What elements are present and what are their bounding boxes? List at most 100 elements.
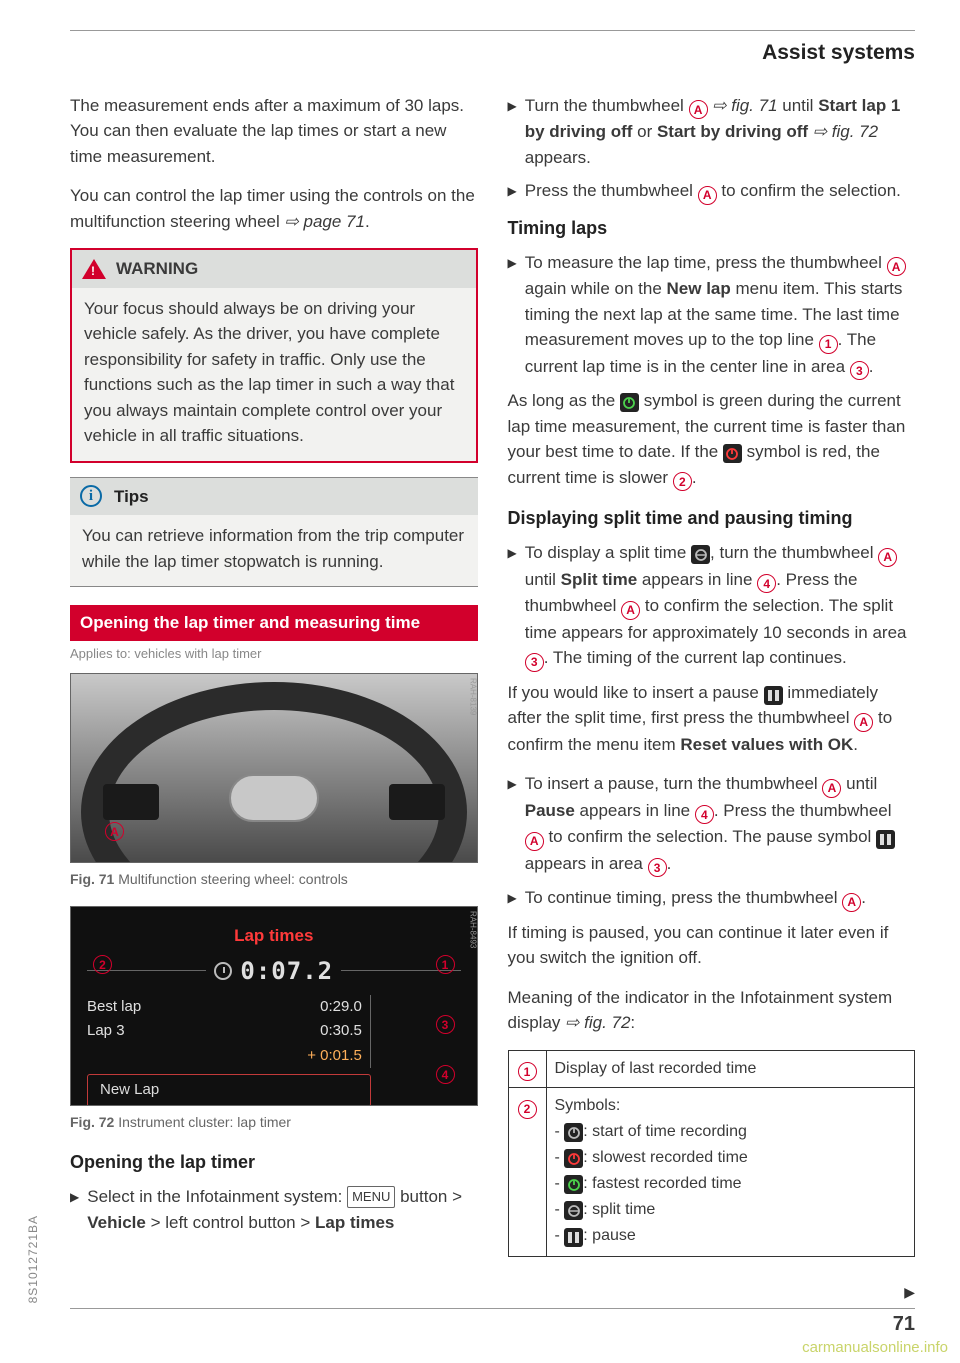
wheel-right-buttons	[389, 784, 445, 820]
badge-2: 2	[673, 472, 692, 491]
badge-a: A	[698, 186, 717, 205]
text: : pause	[583, 1227, 635, 1244]
step-bullet-icon: ▶	[508, 889, 517, 912]
warning-box: WARNING Your focus should always be on d…	[70, 248, 478, 463]
step-text: To continue timing, press the thumbwheel…	[525, 885, 915, 912]
applies-to-note: Applies to: vehicles with lap timer	[70, 644, 478, 664]
tips-header: i Tips	[70, 478, 478, 516]
badge-a: A	[525, 832, 544, 851]
footer-rule	[70, 1308, 915, 1309]
pause-paragraph: If you would like to insert a pause imme…	[508, 680, 916, 758]
steering-wheel-rim	[81, 682, 467, 863]
subheading-split-time: Displaying split time and pausing timing	[508, 505, 916, 532]
image-code: RAH-8139	[467, 678, 478, 715]
row-badge: 2	[508, 1088, 546, 1257]
symbol-line: - : slowest recorded time	[555, 1146, 907, 1170]
text: To insert a pause, turn the thumbwheel	[525, 774, 823, 793]
image-code: RAH-8493	[467, 911, 478, 948]
current-lap-row: 2 0:07.2 1	[87, 953, 461, 989]
text: appears in line	[637, 570, 757, 589]
text: button >	[395, 1187, 462, 1206]
step-bullet-icon: ▶	[508, 775, 517, 877]
subheading-timing-laps: Timing laps	[508, 215, 916, 242]
table-row: 1 Display of last recorded time	[508, 1050, 915, 1088]
figure-71-caption: Fig. 71 Multifunction steering wheel: co…	[70, 869, 478, 890]
fig-label: Fig. 72	[70, 1114, 114, 1130]
text: To measure the lap time, press the thumb…	[525, 253, 887, 272]
stopwatch-icon	[214, 962, 232, 980]
text: . The timing of the current lap continue…	[544, 648, 847, 667]
text: or	[632, 122, 657, 141]
text: As long as the	[508, 391, 620, 410]
fig-ref: ⇨ fig. 72	[808, 122, 878, 141]
label: Lap 3	[87, 1020, 125, 1043]
menu-button: MENU	[347, 1186, 395, 1208]
badge-1: 1	[819, 335, 838, 354]
figure-72-caption: Fig. 72 Instrument cluster: lap timer	[70, 1112, 478, 1133]
steering-wheel-hub	[229, 774, 319, 822]
lap3-row: Lap 3 0:30.5	[87, 1019, 362, 1044]
current-time: 0:07.2	[240, 953, 333, 989]
badge-a: A	[854, 713, 873, 732]
meaning-intro: Meaning of the indicator in the Infotain…	[508, 985, 916, 1036]
aslong-paragraph: As long as the symbol is green during th…	[508, 388, 916, 491]
text: .	[861, 888, 866, 907]
text: : start of time recording	[583, 1123, 747, 1140]
fig-text: Multifunction steering wheel: controls	[118, 871, 348, 887]
warning-triangle-icon	[82, 259, 106, 279]
bold-text: Reset values with OK	[680, 735, 853, 754]
text: : slowest recorded time	[583, 1149, 748, 1166]
bold-text: New lap	[667, 279, 731, 298]
page-number: 71	[893, 1309, 915, 1339]
text: To display a split time	[525, 543, 691, 562]
section-heading: Opening the lap timer and measuring time	[70, 605, 478, 641]
text: again while on the	[525, 279, 667, 298]
badge-a: A	[887, 257, 906, 276]
step-bullet-icon: ▶	[70, 1188, 79, 1235]
text: : split time	[583, 1201, 655, 1218]
bold-text: Vehicle	[87, 1213, 146, 1232]
figure-71-image: A RAH-8139	[70, 673, 478, 863]
watermark: carmanualsonline.info	[802, 1337, 948, 1360]
label: Best lap	[87, 996, 141, 1019]
symbol-line: - : start of time recording	[555, 1120, 907, 1144]
tips-box: i Tips You can retrieve information from…	[70, 477, 478, 588]
cluster-screen: Lap times 2 0:07.2 1 Best lap 0:29.0 Lap	[87, 923, 461, 1089]
lap-times-title: Lap times	[87, 923, 461, 949]
symbols-header: Symbols:	[555, 1094, 907, 1118]
new-lap-button: New Lap	[87, 1074, 371, 1106]
bold-text: Lap times	[315, 1213, 394, 1232]
text: If you would like to insert a pause	[508, 683, 764, 702]
fig-text: Instrument cluster: lap timer	[118, 1114, 291, 1130]
text: .	[853, 735, 858, 754]
text: to confirm the selection. The pause symb…	[544, 827, 876, 846]
wheel-left-buttons	[103, 784, 159, 820]
text: Press the thumbwheel	[525, 181, 698, 200]
symbol-line: - : pause	[555, 1224, 907, 1248]
stopwatch-red-icon	[723, 444, 742, 463]
chapter-title: Assist systems	[70, 37, 915, 69]
text: until	[778, 96, 819, 115]
info-icon: i	[80, 485, 102, 507]
text: appears.	[525, 148, 591, 167]
lap-list: Best lap 0:29.0 Lap 3 0:30.5 + 0:01.5	[87, 995, 371, 1069]
stopwatch-green-icon	[620, 393, 639, 412]
step-bullet-icon: ▶	[508, 254, 517, 381]
warning-header: WARNING	[72, 250, 476, 288]
callout-1: 1	[436, 955, 455, 974]
text: , turn the thumbwheel	[710, 543, 878, 562]
step-text: To display a split time , turn the thumb…	[525, 540, 915, 672]
badge-2: 2	[518, 1100, 537, 1119]
badge-3: 3	[850, 361, 869, 380]
text: .	[667, 854, 672, 873]
row-text: Symbols: - : start of time recording - :…	[546, 1088, 915, 1257]
text: .	[869, 357, 874, 376]
page-ref: ⇨ page 71	[285, 212, 365, 231]
left-column: The measurement ends after a maximum of …	[70, 93, 478, 1258]
badge-4: 4	[757, 574, 776, 593]
step-insert-pause: ▶ To insert a pause, turn the thumbwheel…	[508, 771, 916, 877]
document-side-code: 8S1012721BA	[24, 1215, 42, 1303]
badge-a: A	[878, 548, 897, 567]
text: Select in the Infotainment system:	[87, 1187, 347, 1206]
pause-icon	[876, 830, 895, 849]
